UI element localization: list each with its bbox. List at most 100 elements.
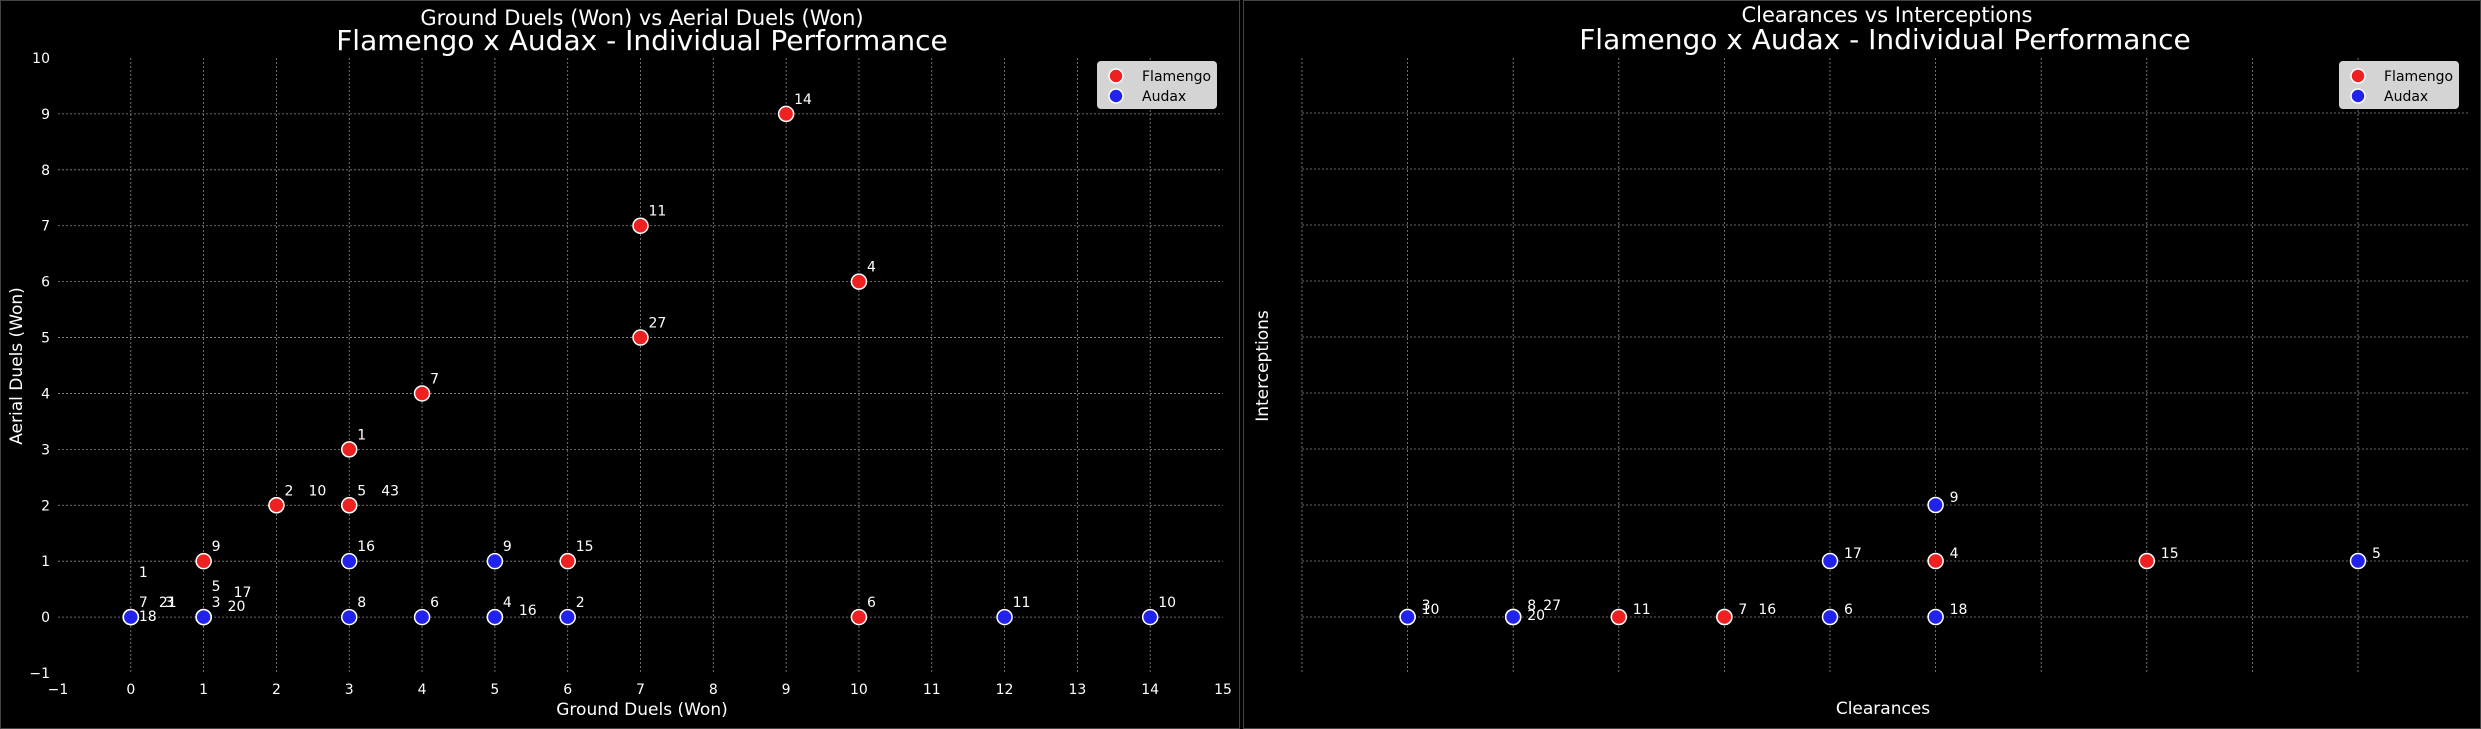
audax-point-label: 1 — [139, 565, 148, 581]
chart1-legend-audax-marker — [1108, 88, 1124, 104]
audax-point — [1399, 608, 1416, 626]
audax-point — [1821, 608, 1839, 626]
flamengo-point — [341, 497, 358, 514]
audax-point — [1141, 608, 1159, 626]
audax-point-label: 7 — [139, 595, 148, 611]
flamengo-point-label: 16 — [1758, 602, 1776, 618]
audax-point — [1821, 552, 1839, 570]
flamengo-point-label: 11 — [1633, 602, 1651, 618]
audax-point-label: 20 — [228, 599, 246, 615]
chart1-y-tick-label: 1 — [41, 554, 50, 570]
audax-point-label: 20 — [1527, 608, 1545, 624]
chart1-x-tick-label: 10 — [850, 682, 868, 698]
chart1-y-tick-label: −1 — [29, 666, 50, 682]
audax-point — [486, 608, 504, 626]
audax-point-label: 10 — [1422, 602, 1440, 618]
flamengo-point — [1716, 608, 1733, 626]
flamengo-point-label: 7 — [430, 371, 439, 387]
chart1-y-tick-label: 4 — [41, 386, 50, 402]
chart1-x-tick-label: 5 — [490, 682, 499, 698]
flamengo-point-label: 7 — [1738, 602, 1747, 618]
flamengo-point-label: 4 — [867, 260, 876, 276]
chart1-y-tick-label: 6 — [41, 275, 50, 291]
audax-point — [341, 608, 358, 626]
audax-point-label: 3 — [212, 595, 221, 611]
flamengo-point — [632, 217, 649, 234]
audax-point-label: 8 — [357, 595, 366, 611]
chart2-y-axis-label: Interceptions — [1253, 310, 1273, 422]
flamengo-point — [1610, 608, 1628, 626]
chart1-plot: −1 0 1 2 3 4 5 6 7 8 9 10 11 12 13 14 15−101234567891014… — [29, 51, 1232, 698]
flamengo-point-label: 10 — [308, 483, 326, 499]
chart1-x-tick-label: 12 — [996, 682, 1014, 698]
chart1-x-tick-label: 13 — [1068, 682, 1086, 698]
audax-point-label: 9 — [1950, 490, 1959, 506]
chart2-legend-flamengo-label: Flamengo — [2384, 69, 2453, 85]
audax-point-label: 3 — [165, 595, 174, 611]
flamengo-point — [850, 608, 868, 626]
chart2-legend: Flamengo Audax — [2339, 61, 2459, 109]
chart1-title: Flamengo x Audax - Individual Performanc… — [336, 24, 948, 57]
chart1-x-tick-label: 9 — [782, 682, 791, 698]
audax-point — [1927, 496, 1944, 514]
chart1-x-tick-label: 7 — [636, 682, 645, 698]
chart1-x-tick-label: 11 — [923, 682, 941, 698]
audax-point-label: 6 — [1844, 602, 1853, 618]
chart1-x-tick-label: 14 — [1141, 682, 1159, 698]
flamengo-point — [341, 441, 358, 458]
audax-point-label: 16 — [519, 603, 537, 619]
audax-point-label: 17 — [234, 585, 252, 601]
audax-point — [559, 608, 576, 626]
chart1-x-tick-label: −1 — [48, 682, 69, 698]
chart2-legend-audax-label: Audax — [2384, 89, 2428, 105]
audax-point-label: 2 — [576, 595, 585, 611]
flamengo-point-label: 27 — [649, 316, 667, 332]
audax-point-label: 17 — [1844, 546, 1862, 562]
chart1-legend: Flamengo Audax — [1097, 61, 1217, 109]
audax-point — [195, 608, 212, 626]
audax-point — [2349, 552, 2367, 570]
audax-point-label: 5 — [2372, 546, 2381, 562]
flamengo-point-label: 43 — [381, 483, 399, 499]
chart2-legend-audax-marker — [2350, 88, 2366, 104]
audax-point — [1927, 608, 1944, 626]
chart1-x-tick-label: 4 — [418, 682, 427, 698]
chart1-x-tick-label: 6 — [563, 682, 572, 698]
flamengo-point-label: 9 — [212, 539, 221, 555]
flamengo-point-label: 4 — [1950, 546, 1959, 562]
chart1-x-tick-label: 0 — [126, 682, 135, 698]
flamengo-point — [268, 497, 285, 514]
flamengo-point-label: 15 — [576, 539, 594, 555]
audax-point-label: 6 — [430, 595, 439, 611]
audax-point-label: 18 — [139, 609, 157, 625]
flamengo-point-label: 14 — [794, 92, 812, 108]
audax-point — [996, 608, 1013, 626]
audax-point-label: 3 — [1422, 598, 1431, 614]
flamengo-point — [195, 552, 212, 570]
audax-point-label: 8 — [1527, 598, 1536, 614]
flamengo-point-label: 11 — [649, 204, 667, 220]
chart1-legend-flamengo-marker — [1108, 68, 1124, 84]
audax-point — [486, 552, 504, 570]
chart1-y-tick-label: 8 — [41, 163, 50, 179]
flamengo-point-label: 15 — [2161, 546, 2179, 562]
audax-point — [122, 608, 140, 626]
audax-point-label: 10 — [1158, 595, 1176, 611]
audax-point-label: 18 — [1950, 602, 1968, 618]
chart1-y-tick-label: 0 — [41, 610, 50, 626]
chart1-y-tick-label: 5 — [41, 331, 50, 347]
chart1-x-tick-label: 15 — [1214, 682, 1232, 698]
flamengo-point-label: 2 — [284, 483, 293, 499]
chart1-x-tick-label: 2 — [272, 682, 281, 698]
chart1-y-tick-label: 7 — [41, 219, 50, 235]
chart2-title: Flamengo x Audax - Individual Performanc… — [1579, 23, 2191, 56]
chart1-x-tick-label: 1 — [199, 682, 208, 698]
chart1-y-tick-label: 3 — [41, 442, 50, 458]
flamengo-point — [632, 329, 649, 346]
chart2-suptitle: Clearances vs Interceptions — [1741, 3, 2032, 27]
flamengo-point-label: 1 — [357, 427, 366, 443]
audax-point-label: 16 — [357, 539, 375, 555]
chart1-x-axis-label: Ground Duels (Won) — [556, 700, 728, 720]
